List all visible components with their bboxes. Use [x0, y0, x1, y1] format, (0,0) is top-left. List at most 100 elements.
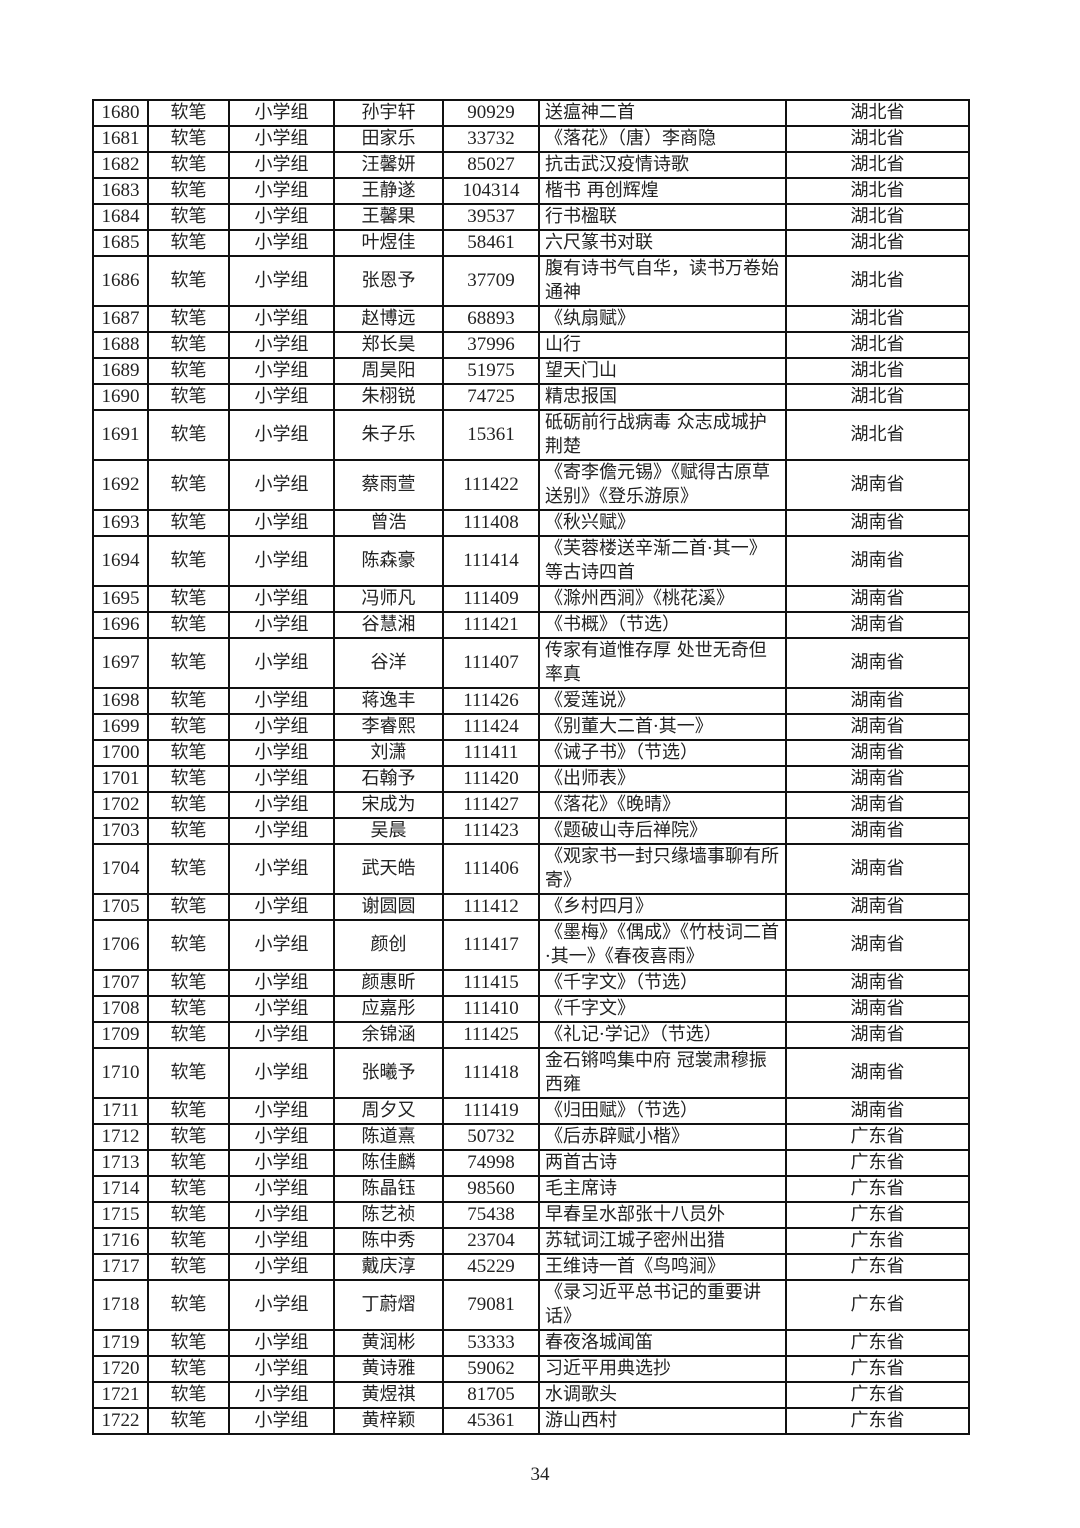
province-cell: 湖北省 — [785, 305, 970, 333]
category-cell: 软笔 — [147, 713, 230, 741]
work-title-cell: 《秋兴赋》 — [538, 509, 787, 537]
participant-name-cell: 应嘉彤 — [333, 995, 444, 1023]
work-title-cell: 苏轼词江城子密州出猎 — [538, 1227, 787, 1255]
participant-name-cell: 谷洋 — [333, 637, 444, 689]
province-cell: 湖北省 — [785, 177, 970, 205]
work-title-cell: 精忠报国 — [538, 383, 787, 411]
age-group-cell: 小学组 — [228, 125, 335, 153]
category-cell: 软笔 — [147, 611, 230, 639]
age-group-cell: 小学组 — [228, 1175, 335, 1203]
entry-number-cell: 1681 — [92, 125, 149, 153]
work-title-cell: 春夜洛城闻笛 — [538, 1329, 787, 1357]
table-row: 1702 软笔 小学组 宋成为 111427 《落花》《晚晴》 湖南省 — [92, 791, 970, 819]
category-cell: 软笔 — [147, 151, 230, 179]
entry-number-cell: 1683 — [92, 177, 149, 205]
work-title-cell: 两首古诗 — [538, 1149, 787, 1177]
participant-name-cell: 蔡雨萱 — [333, 459, 444, 511]
age-group-cell: 小学组 — [228, 611, 335, 639]
province-cell: 广东省 — [785, 1407, 970, 1435]
table-row: 1683 软笔 小学组 王静遂 104314 楷书 再创辉煌 湖北省 — [92, 177, 970, 205]
category-cell: 软笔 — [147, 357, 230, 385]
province-cell: 广东省 — [785, 1149, 970, 1177]
age-group-cell: 小学组 — [228, 1381, 335, 1409]
table-row: 1711 软笔 小学组 周夕又 111419 《归田赋》（节选） 湖南省 — [92, 1097, 970, 1125]
participant-name-cell: 丁蔚熠 — [333, 1279, 444, 1331]
age-group-cell: 小学组 — [228, 687, 335, 715]
work-id-cell: 98560 — [442, 1175, 540, 1203]
participant-name-cell: 余锦涵 — [333, 1021, 444, 1049]
entry-number-cell: 1682 — [92, 151, 149, 179]
work-title-cell: 《出师表》 — [538, 765, 787, 793]
province-cell: 广东省 — [785, 1227, 970, 1255]
category-cell: 软笔 — [147, 99, 230, 127]
work-id-cell: 81705 — [442, 1381, 540, 1409]
age-group-cell: 小学组 — [228, 459, 335, 511]
participant-name-cell: 黄诗雅 — [333, 1355, 444, 1383]
page-number: 34 — [530, 1464, 550, 1485]
province-cell: 湖北省 — [785, 409, 970, 461]
age-group-cell: 小学组 — [228, 177, 335, 205]
work-id-cell: 111415 — [442, 969, 540, 997]
work-id-cell: 111427 — [442, 791, 540, 819]
participant-name-cell: 黄梓颖 — [333, 1407, 444, 1435]
work-title-cell: 山行 — [538, 331, 787, 359]
work-id-cell: 111419 — [442, 1097, 540, 1125]
category-cell: 软笔 — [147, 1253, 230, 1281]
participant-name-cell: 田家乐 — [333, 125, 444, 153]
table-row: 1681 软笔 小学组 田家乐 33732 《落花》（唐）李商隐 湖北省 — [92, 125, 970, 153]
entry-number-cell: 1694 — [92, 535, 149, 587]
work-id-cell: 111422 — [442, 459, 540, 511]
work-title-cell: 《后赤辟赋小楷》 — [538, 1123, 787, 1151]
entry-number-cell: 1720 — [92, 1355, 149, 1383]
entry-number-cell: 1699 — [92, 713, 149, 741]
province-cell: 湖南省 — [785, 611, 970, 639]
age-group-cell: 小学组 — [228, 739, 335, 767]
entry-number-cell: 1702 — [92, 791, 149, 819]
province-cell: 广东省 — [785, 1175, 970, 1203]
work-title-cell: 《芙蓉楼送辛渐二首·其一》等古诗四首 — [538, 535, 787, 587]
participant-name-cell: 王馨果 — [333, 203, 444, 231]
category-cell: 软笔 — [147, 409, 230, 461]
category-cell: 软笔 — [147, 1201, 230, 1229]
participant-name-cell: 赵博远 — [333, 305, 444, 333]
participant-name-cell: 颜创 — [333, 919, 444, 971]
work-id-cell: 75438 — [442, 1201, 540, 1229]
work-title-cell: 传家有道惟存厚 处世无奇但率真 — [538, 637, 787, 689]
province-cell: 湖北省 — [785, 203, 970, 231]
work-id-cell: 111421 — [442, 611, 540, 639]
table-row: 1717 软笔 小学组 戴庆淳 45229 王维诗一首《鸟鸣涧》 广东省 — [92, 1253, 970, 1281]
participant-name-cell: 朱栩锐 — [333, 383, 444, 411]
category-cell: 软笔 — [147, 1279, 230, 1331]
province-cell: 湖南省 — [785, 1097, 970, 1125]
entry-number-cell: 1706 — [92, 919, 149, 971]
participant-name-cell: 宋成为 — [333, 791, 444, 819]
table-row: 1707 软笔 小学组 颜惠昕 111415 《千字文》（节选） 湖南省 — [92, 969, 970, 997]
work-id-cell: 23704 — [442, 1227, 540, 1255]
entry-number-cell: 1697 — [92, 637, 149, 689]
participant-name-cell: 张曦予 — [333, 1047, 444, 1099]
table-row: 1689 软笔 小学组 周昊阳 51975 望天门山 湖北省 — [92, 357, 970, 385]
table-row: 1701 软笔 小学组 石翰予 111420 《出师表》 湖南省 — [92, 765, 970, 793]
work-title-cell: 《落花》（唐）李商隐 — [538, 125, 787, 153]
table-row: 1685 软笔 小学组 叶煜佳 58461 六尺篆书对联 湖北省 — [92, 229, 970, 257]
age-group-cell: 小学组 — [228, 383, 335, 411]
work-id-cell: 33732 — [442, 125, 540, 153]
age-group-cell: 小学组 — [228, 255, 335, 307]
participant-name-cell: 李睿熙 — [333, 713, 444, 741]
entry-number-cell: 1696 — [92, 611, 149, 639]
table-row: 1722 软笔 小学组 黄梓颖 45361 游山西村 广东省 — [92, 1407, 970, 1435]
age-group-cell: 小学组 — [228, 1021, 335, 1049]
work-title-cell: 《墨梅》《偶成》《竹枝词二首·其一》《春夜喜雨》 — [538, 919, 787, 971]
age-group-cell: 小学组 — [228, 817, 335, 845]
age-group-cell: 小学组 — [228, 151, 335, 179]
participant-name-cell: 颜惠昕 — [333, 969, 444, 997]
entry-number-cell: 1685 — [92, 229, 149, 257]
category-cell: 软笔 — [147, 383, 230, 411]
work-title-cell: 行书楹联 — [538, 203, 787, 231]
work-id-cell: 111426 — [442, 687, 540, 715]
province-cell: 湖南省 — [785, 585, 970, 613]
work-id-cell: 104314 — [442, 177, 540, 205]
category-cell: 软笔 — [147, 1021, 230, 1049]
table-row: 1691 软笔 小学组 朱子乐 15361 砥砺前行战病毒 众志成城护荆楚 湖北省 — [92, 409, 970, 461]
table-row: 1697 软笔 小学组 谷洋 111407 传家有道惟存厚 处世无奇但率真 湖南省 — [92, 637, 970, 689]
